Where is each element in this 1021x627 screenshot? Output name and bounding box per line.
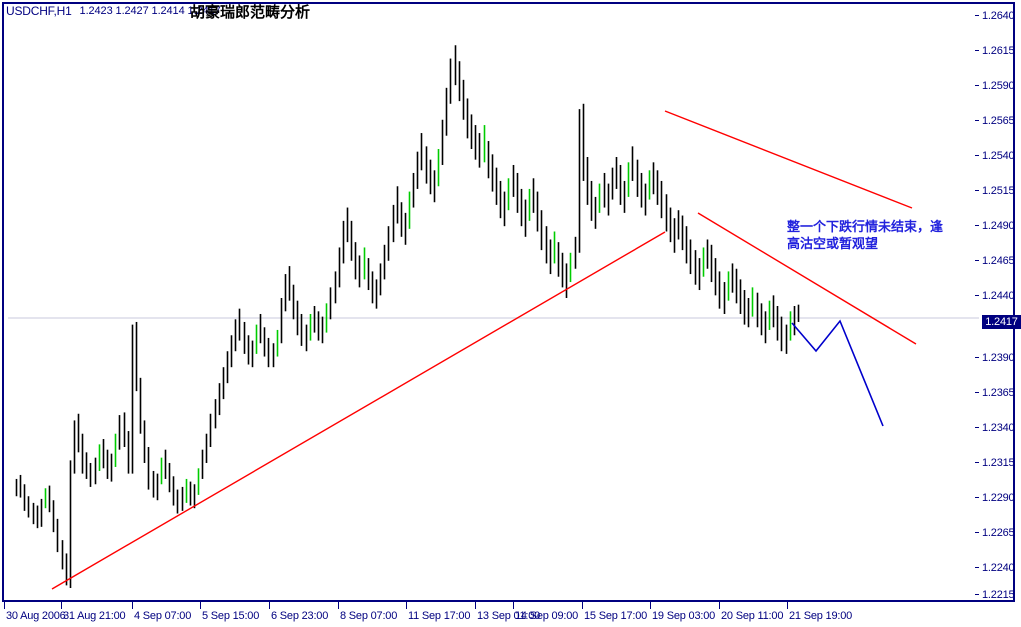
tick-mark-icon xyxy=(975,260,979,261)
price-tick: 1.2490 xyxy=(975,219,1015,232)
tick-mark-icon xyxy=(975,392,979,393)
time-tick-label: 21 Sep 19:00 xyxy=(789,610,853,622)
time-tick-mark xyxy=(513,602,514,609)
time-tick-label: 8 Sep 07:00 xyxy=(340,610,398,622)
price-tick-label: 1.2465 xyxy=(982,254,1015,267)
rising-support[interactable] xyxy=(51,231,666,590)
price-tick: 1.2290 xyxy=(975,491,1015,504)
tick-mark-icon xyxy=(975,85,979,86)
chart-frame xyxy=(2,2,1015,602)
time-tick-label: 15 Sep 17:00 xyxy=(584,610,648,622)
tick-mark-icon xyxy=(975,155,979,156)
price-tick: 1.2465 xyxy=(975,254,1015,267)
ohlc-values-label: 1.2423 1.2427 1.2414 1.2417 xyxy=(79,5,221,17)
price-tick-label: 1.2440 xyxy=(982,289,1015,302)
price-tick: 1.2590 xyxy=(975,79,1015,92)
time-tick-mark xyxy=(719,602,720,609)
tick-mark-icon xyxy=(975,497,979,498)
symbol-header: USDCHF,H1 1.2423 1.2427 1.2414 1.2417 xyxy=(6,3,221,19)
tick-mark-icon xyxy=(975,295,979,296)
tick-mark-icon xyxy=(975,567,979,568)
time-tick-mark xyxy=(61,602,62,609)
price-tick-label: 1.2490 xyxy=(982,219,1015,232)
time-tick-label: 4 Sep 07:00 xyxy=(134,610,192,622)
falling-resistance-lower[interactable] xyxy=(697,212,917,345)
time-tick-label: 31 Aug 21:00 xyxy=(63,610,126,622)
tick-mark-icon xyxy=(975,594,979,595)
price-tick-label: 1.2565 xyxy=(982,114,1015,127)
time-tick-mark xyxy=(787,602,788,609)
tick-mark-icon xyxy=(975,50,979,51)
time-tick-label: 6 Sep 23:00 xyxy=(271,610,329,622)
time-tick-mark xyxy=(650,602,651,609)
annotation-line-2: 高沽空或暂观望 xyxy=(787,237,879,252)
price-tick: 1.2615 xyxy=(975,44,1015,57)
falling-resistance-upper[interactable] xyxy=(664,110,913,209)
price-tick-label: 1.2340 xyxy=(982,421,1015,434)
price-tick-label: 1.2590 xyxy=(982,79,1015,92)
time-tick-mark xyxy=(132,602,133,609)
symbol-timeframe-label: USDCHF,H1 xyxy=(6,4,72,18)
time-tick-mark xyxy=(475,602,476,609)
chart-annotation-text: 整一个下跌行情未结束，逢 高沽空或暂观望 xyxy=(787,219,967,253)
tick-mark-icon xyxy=(975,120,979,121)
price-tick-label: 1.2615 xyxy=(982,44,1015,57)
tick-mark-icon xyxy=(975,462,979,463)
price-tick-label: 1.2390 xyxy=(982,351,1015,364)
time-tick-mark xyxy=(406,602,407,609)
price-tick: 1.2265 xyxy=(975,526,1015,539)
price-tick: 1.2440 xyxy=(975,289,1015,302)
price-bars-group xyxy=(15,45,800,589)
price-tick-label: 1.2315 xyxy=(982,456,1015,469)
forecast-zigzag[interactable] xyxy=(791,319,884,427)
time-tick-mark xyxy=(200,602,201,609)
current-price-badge: 1.2417 xyxy=(982,315,1021,329)
time-tick-label: 5 Sep 15:00 xyxy=(202,610,260,622)
price-tick-label: 1.2515 xyxy=(982,184,1015,197)
price-tick-label: 1.2215 xyxy=(982,588,1015,601)
tick-mark-icon xyxy=(975,15,979,16)
price-tick: 1.2515 xyxy=(975,184,1015,197)
time-tick-mark xyxy=(582,602,583,609)
time-tick-label: 14 Sep 09:00 xyxy=(515,610,579,622)
page-title: 胡豪瑞郎范畴分析 xyxy=(190,3,311,21)
tick-mark-icon xyxy=(975,532,979,533)
time-tick-mark xyxy=(338,602,339,609)
time-tick-mark xyxy=(269,602,270,609)
price-tick: 1.2390 xyxy=(975,351,1015,364)
price-tick-label: 1.2240 xyxy=(982,561,1015,574)
tick-mark-icon xyxy=(975,190,979,191)
price-tick: 1.2215 xyxy=(975,588,1015,601)
price-tick: 1.2540 xyxy=(975,149,1015,162)
price-tick-label: 1.2540 xyxy=(982,149,1015,162)
price-tick: 1.2565 xyxy=(975,114,1015,127)
price-scale[interactable]: 1.2640 1.2615 1.2590 1.2565 1.2540 1.2515 1.24… xyxy=(975,2,1021,602)
time-tick-label: 19 Sep 03:00 xyxy=(652,610,716,622)
price-tick-label: 1.2640 xyxy=(982,9,1015,22)
chart-plot-area[interactable] xyxy=(8,8,979,600)
price-tick-label: 1.2365 xyxy=(982,386,1015,399)
projection-line-group[interactable] xyxy=(791,319,884,427)
tick-mark-icon xyxy=(975,225,979,226)
time-tick-mark xyxy=(4,602,5,609)
price-tick-label: 1.2265 xyxy=(982,526,1015,539)
time-tick-label: 11 Sep 17:00 xyxy=(408,610,471,622)
time-scale[interactable]: 30 Aug 2006 31 Aug 21:00 4 Sep 07:00 5 Sep … xyxy=(2,602,1015,627)
price-tick: 1.2640 xyxy=(975,9,1015,22)
price-tick: 1.2240 xyxy=(975,561,1015,574)
price-tick: 1.2315 xyxy=(975,456,1015,469)
price-tick: 1.2340 xyxy=(975,421,1015,434)
time-tick-label: 13 Sep 01:00 xyxy=(477,610,541,622)
annotation-line-1: 整一个下跌行情未结束，逢 xyxy=(787,220,944,235)
tick-mark-icon xyxy=(975,427,979,428)
time-tick-label: 20 Sep 11:00 xyxy=(721,610,784,622)
price-tick: 1.2365 xyxy=(975,386,1015,399)
price-tick-label: 1.2290 xyxy=(982,491,1015,504)
time-tick-label: 30 Aug 2006 xyxy=(6,610,66,622)
trendlines-group[interactable] xyxy=(51,110,917,590)
tick-mark-icon xyxy=(975,357,979,358)
chart-svg xyxy=(8,45,979,590)
